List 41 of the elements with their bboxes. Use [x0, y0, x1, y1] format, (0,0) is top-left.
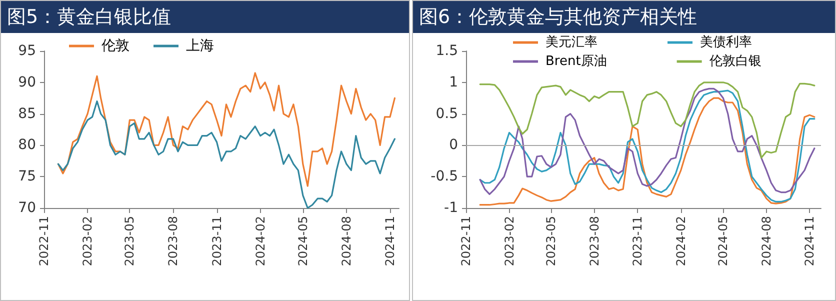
x-tick-label: 2024-08 — [339, 216, 354, 266]
x-tick-label: 2023-02 — [80, 216, 95, 266]
chart-title: 图6：伦敦黄金与其他资产相关性 — [413, 1, 835, 33]
legend-label: 美债利率 — [700, 34, 752, 50]
x-tick-label: 2024-02 — [253, 216, 268, 266]
x-tick-label: 2022-11 — [37, 216, 51, 266]
legend-label: Brent原油 — [546, 54, 607, 69]
x-tick-label: 2024-08 — [759, 216, 774, 266]
x-tick-label: 2023-02 — [502, 216, 516, 266]
chart-title: 图5：黄金白银比值 — [1, 1, 409, 33]
y-tick-label: 75 — [18, 168, 36, 185]
x-tick-label: 2023-11 — [630, 216, 645, 266]
y-tick-label: 80 — [18, 137, 36, 154]
y-tick-label: 1 — [449, 74, 458, 90]
y-tick-label: 0.5 — [436, 106, 458, 122]
y-tick-label: 95 — [18, 43, 36, 59]
x-tick-label: 2023-05 — [544, 216, 558, 266]
x-tick-label: 2024-02 — [674, 216, 688, 266]
x-tick-label: 2024-05 — [296, 216, 310, 266]
x-tick-label: 2022-11 — [459, 216, 473, 266]
y-tick-label: 70 — [18, 200, 36, 216]
y-tick-label: -1 — [444, 200, 458, 216]
y-tick-label: 90 — [18, 74, 36, 90]
x-tick-label: 2024-11 — [383, 216, 398, 266]
line-series — [479, 82, 816, 159]
line-series — [57, 72, 396, 187]
x-tick-label: 2023-05 — [122, 216, 137, 266]
x-tick-label: 2023-08 — [587, 216, 602, 266]
legend-label: 伦敦 — [102, 38, 130, 54]
y-tick-label: 0 — [449, 137, 458, 154]
line-series — [57, 100, 396, 209]
x-tick-label: 2023-08 — [166, 216, 180, 266]
y-tick-label: -0.5 — [430, 168, 458, 185]
y-tick-label: 85 — [18, 106, 36, 122]
x-tick-label: 2024-11 — [802, 216, 817, 266]
y-tick-label: 1.5 — [436, 43, 458, 59]
legend-label: 美元汇率 — [546, 34, 598, 50]
legend-label: 上海 — [186, 38, 214, 54]
x-tick-label: 2023-11 — [210, 216, 224, 266]
x-tick-label: 2024-05 — [716, 216, 730, 266]
legend-label: 伦敦白银 — [709, 54, 762, 69]
